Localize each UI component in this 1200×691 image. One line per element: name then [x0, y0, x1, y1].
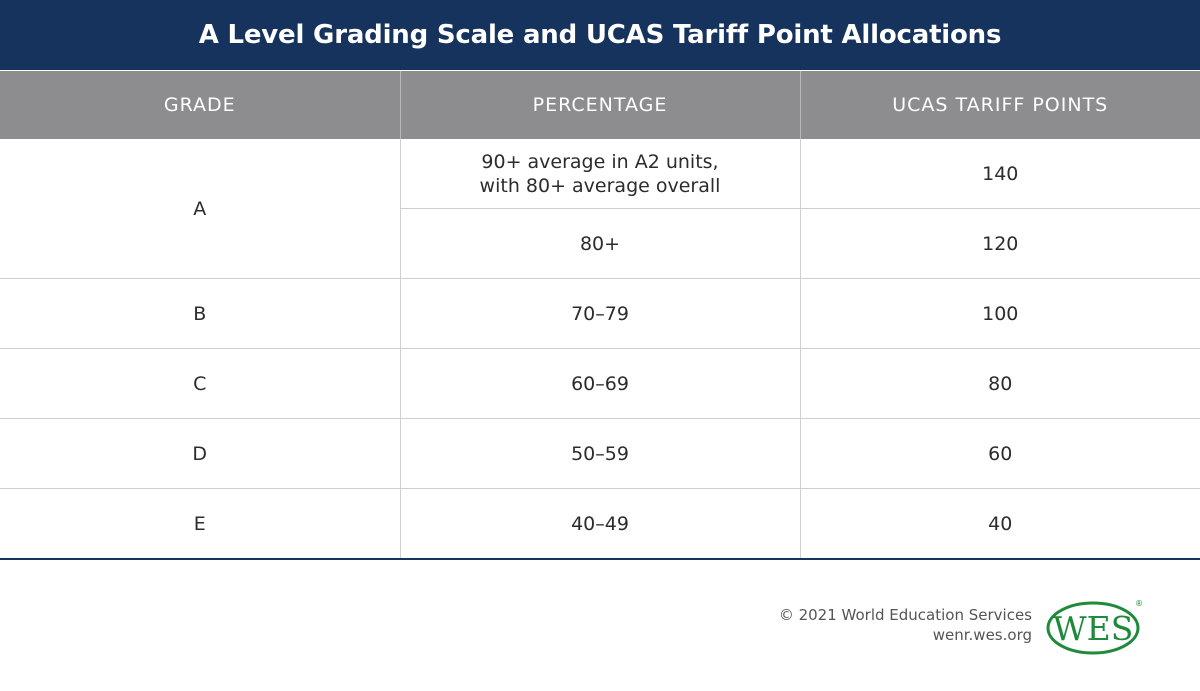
- source-url: wenr.wes.org: [932, 626, 1032, 644]
- table-row: C 60–69 80: [0, 348, 1200, 419]
- header-percentage: PERCENTAGE: [399, 71, 800, 139]
- points-cell: 120: [799, 208, 1200, 279]
- page-title: A Level Grading Scale and UCAS Tariff Po…: [0, 0, 1200, 70]
- percentage-cell: 90+ average in A2 units, with 80+ averag…: [399, 139, 800, 209]
- grade-cell: C: [0, 348, 400, 419]
- points-cell: 140: [799, 139, 1200, 209]
- percentage-cell: 50–59: [399, 418, 800, 489]
- percentage-cell: 40–49: [399, 488, 800, 560]
- points-cell: 60: [799, 418, 1200, 489]
- points-cell: 100: [799, 278, 1200, 349]
- percentage-cell: 80+: [399, 208, 800, 279]
- grade-cell: B: [0, 278, 400, 349]
- logo-ring: [1046, 601, 1140, 655]
- grading-table: GRADE PERCENTAGE UCAS TARIFF POINTS A 90…: [0, 71, 1200, 560]
- table-row: D 50–59 60: [0, 418, 1200, 489]
- percentage-line: 90+ average in A2 units,: [481, 150, 719, 173]
- points-cell: 80: [799, 348, 1200, 419]
- footer-credits: © 2021 World Education Services wenr.wes…: [779, 605, 1032, 645]
- copyright-text: © 2021 World Education Services: [778, 606, 1032, 624]
- header-ucas-points: UCAS TARIFF POINTS: [799, 71, 1200, 139]
- percentage-cell: 60–69: [399, 348, 800, 419]
- logo-text: WES: [1053, 609, 1134, 648]
- table-row: A 90+ average in A2 units, with 80+ aver…: [0, 139, 1200, 279]
- header-grade: GRADE: [0, 71, 400, 139]
- points-cell: 40: [799, 488, 1200, 560]
- table-header-row: GRADE PERCENTAGE UCAS TARIFF POINTS: [0, 71, 1200, 139]
- percentage-cell: 70–79: [399, 278, 800, 349]
- table-row: E 40–49 40: [0, 488, 1200, 560]
- grade-cell: D: [0, 418, 400, 489]
- wes-logo: WES ®: [1046, 599, 1143, 655]
- grade-cell: A: [0, 139, 400, 279]
- percentage-line: with 80+ average overall: [479, 174, 721, 197]
- table-row: 80+ 120: [0, 208, 1200, 279]
- grade-cell: E: [0, 488, 400, 560]
- table-row: B 70–79 100: [0, 278, 1200, 349]
- logo-registered-mark: ®: [1135, 599, 1143, 608]
